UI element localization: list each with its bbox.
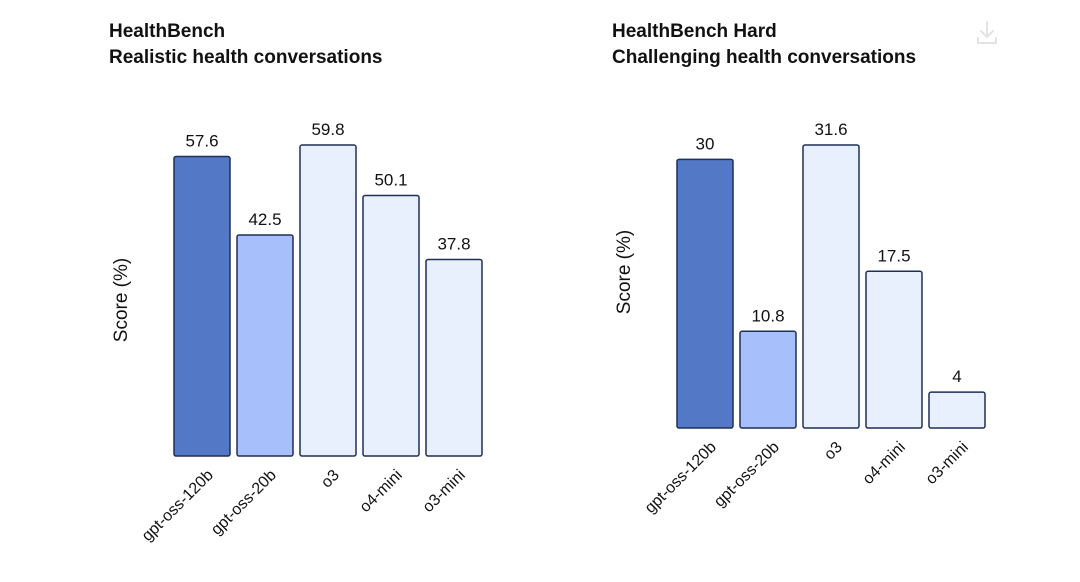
chart-2-bar-o3 <box>802 144 860 429</box>
chart-1-title: HealthBench Realistic health conversatio… <box>109 19 383 71</box>
chart-2-bar-o4-mini <box>865 270 923 429</box>
chart-1-y-axis-label: Score (%) <box>111 258 132 342</box>
chart-1-subtitle-text: Realistic health conversations <box>109 47 383 68</box>
chart-1-bar-gpt-oss-20b <box>236 234 294 457</box>
chart-2-x-tick-o3: o3 <box>821 439 846 464</box>
chart-2-x-tick-o4-mini: o4-mini <box>860 439 909 488</box>
chart-2-x-tick-o3-mini: o3-mini <box>923 439 972 488</box>
chart-2-value-label-gpt-oss-120b: 30 <box>696 134 715 153</box>
download-icon <box>977 21 997 44</box>
chart-2-subtitle-text: Challenging health conversations <box>612 47 917 68</box>
chart-1-value-label-gpt-oss-120b: 57.6 <box>185 131 218 150</box>
chart-1-bar-o3 <box>299 144 357 457</box>
chart-1-value-label-o3: 59.8 <box>311 120 344 139</box>
chart-2-title: HealthBench Hard Challenging health conv… <box>612 19 916 71</box>
chart-2-value-label-o3-mini: 4 <box>952 367 961 386</box>
chart-1-value-label-gpt-oss-20b: 42.5 <box>248 210 281 229</box>
chart-1-bar-o4-mini <box>362 194 420 457</box>
chart-1-title-text: HealthBench <box>109 21 226 42</box>
chart-2-x-tick-gpt-oss-20b: gpt-oss-20b <box>711 439 783 511</box>
chart-2-bar-o3-mini <box>928 391 986 429</box>
chart-2-bar-gpt-oss-20b <box>739 330 797 429</box>
chart-1-bar-o3-mini <box>425 258 483 457</box>
chart-2-x-tick-gpt-oss-120b: gpt-oss-120b <box>642 439 720 517</box>
chart-2-title-text: HealthBench Hard <box>612 21 777 42</box>
chart-2-value-label-o4-mini: 17.5 <box>877 246 910 265</box>
chart-2-value-label-gpt-oss-20b: 10.8 <box>751 306 784 325</box>
download-button[interactable] <box>972 18 1002 48</box>
chart-1-value-label-o3-mini: 37.8 <box>437 234 470 253</box>
chart-2-y-axis-label: Score (%) <box>614 230 635 314</box>
chart-2-bar-gpt-oss-120b <box>676 158 734 429</box>
chart-2-value-label-o3: 31.6 <box>814 120 847 139</box>
chart-1-value-label-o4-mini: 50.1 <box>374 170 407 189</box>
chart-1-bar-gpt-oss-120b <box>173 155 231 457</box>
